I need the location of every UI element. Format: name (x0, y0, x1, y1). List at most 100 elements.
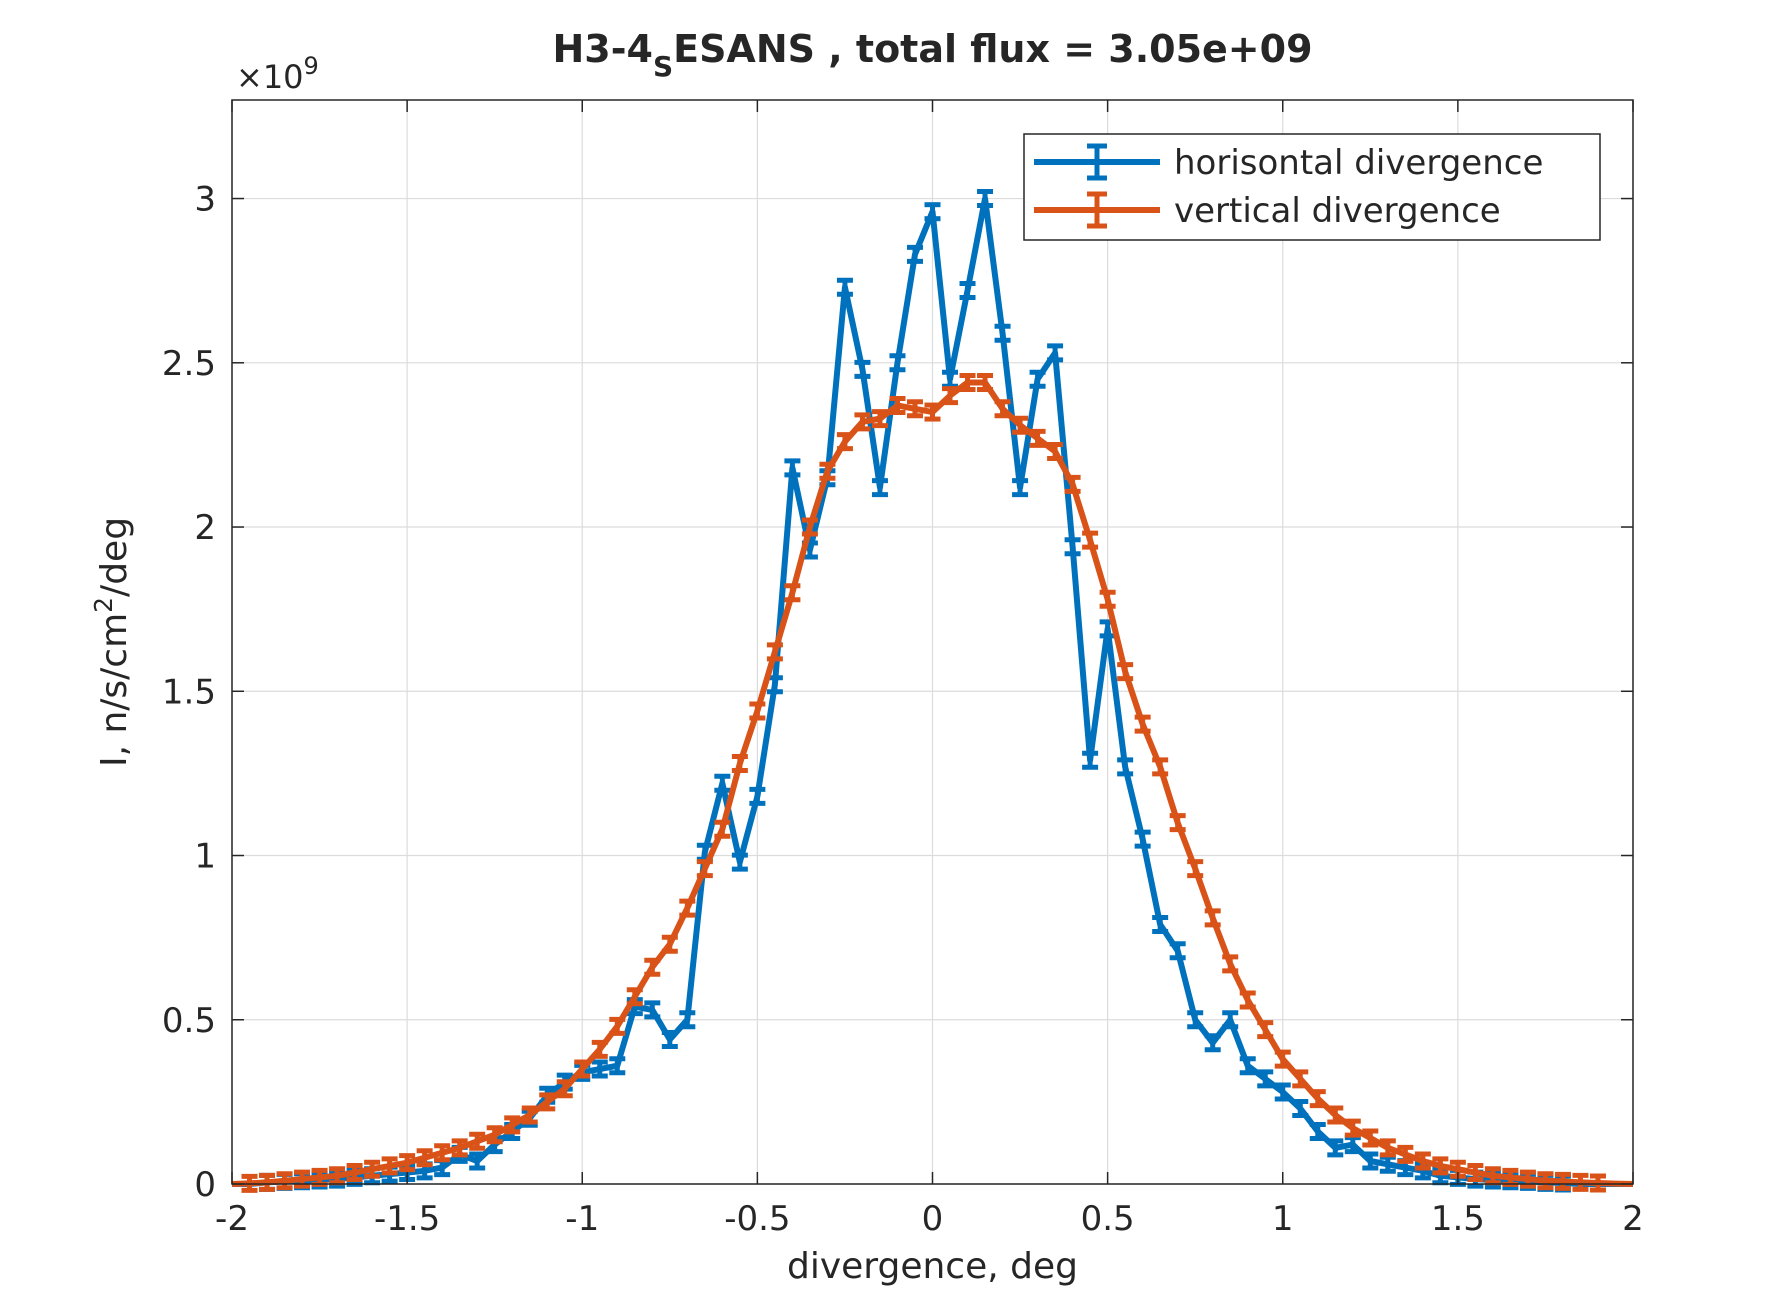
series-layer (231, 189, 1634, 1193)
error-bar (259, 1172, 276, 1192)
error-bar (416, 1148, 433, 1168)
y-tick-label: 0 (194, 1165, 216, 1205)
error-bar (609, 1016, 626, 1036)
error-bar (749, 786, 766, 806)
error-bar (469, 1131, 486, 1151)
error-bar (1099, 589, 1116, 609)
error-bar (1327, 1105, 1344, 1125)
y-tick-label: 2 (194, 508, 216, 548)
error-bar (1047, 441, 1064, 461)
y-axis-multiplier: ×109 (236, 52, 319, 96)
error-bar (977, 372, 994, 392)
error-bar (731, 754, 748, 774)
error-bar (1344, 1118, 1361, 1138)
error-bar (521, 1105, 538, 1125)
error-bar (1082, 530, 1099, 550)
legend-entry-vertical: vertical divergence (1034, 191, 1501, 231)
error-bar (1274, 1049, 1291, 1069)
error-bar (959, 372, 976, 392)
error-bar (714, 819, 731, 839)
error-bar (1379, 1138, 1396, 1158)
error-bar (977, 189, 994, 209)
error-bar (1064, 474, 1081, 494)
error-bar (574, 1059, 591, 1079)
error-bar (871, 409, 888, 429)
error-bar (994, 323, 1011, 343)
x-tick-label: 0.5 (1081, 1199, 1135, 1239)
error-bar (1204, 908, 1221, 928)
y-tick-label: 0.5 (162, 1001, 216, 1041)
multiplier-base: ×10 (236, 58, 304, 96)
error-bar (696, 859, 713, 879)
error-bar (731, 852, 748, 872)
error-bar (1187, 1010, 1204, 1030)
error-bar (1432, 1156, 1449, 1176)
series-vertical (231, 372, 1634, 1193)
error-bar (1169, 941, 1186, 961)
error-bar (854, 412, 871, 432)
error-bar (1554, 1171, 1571, 1191)
error-bar (591, 1039, 608, 1059)
error-bar (626, 987, 643, 1007)
title-rest: ESANS , total flux = 3.05e+09 (673, 27, 1312, 71)
x-tick-label: -0.5 (724, 1199, 790, 1239)
legend-box (1023, 133, 1601, 241)
y-tick-label: 1 (194, 837, 216, 877)
error-bar (591, 1059, 608, 1079)
error-bar (906, 399, 923, 419)
error-bar (276, 1171, 293, 1191)
error-bar (1257, 1020, 1274, 1040)
error-bar (1309, 1121, 1326, 1141)
error-bar (1239, 1056, 1256, 1076)
error-bar (364, 1159, 381, 1179)
error-bar (1274, 1082, 1291, 1102)
error-bar (1152, 914, 1169, 934)
error-bar (679, 1010, 696, 1030)
x-tick-label: 0 (922, 1199, 944, 1239)
error-bar (1117, 662, 1134, 682)
y-tick-label: 1.5 (162, 672, 216, 712)
error-bar (871, 478, 888, 498)
error-bar (644, 957, 661, 977)
error-bar (1239, 990, 1256, 1010)
error-bar (1589, 1173, 1606, 1193)
legend-label-vertical: vertical divergence (1174, 191, 1501, 231)
error-bar (504, 1115, 521, 1135)
axis-ticks: -2 -1.5 -1 -0.5 0 0.5 1 1.5 2 0 0.5 1 1.5 2 2.5 3 (162, 100, 1644, 1239)
error-bar (1257, 1069, 1274, 1089)
error-bar (1064, 537, 1081, 557)
error-bar (924, 202, 941, 222)
error-bar (924, 402, 941, 422)
error-bar (1484, 1166, 1501, 1186)
error-bar (1047, 343, 1064, 363)
x-axis-label: divergence, deg (787, 1246, 1078, 1287)
error-bar (486, 1125, 503, 1145)
error-bar (1222, 954, 1239, 974)
error-bar (1082, 750, 1099, 770)
error-bar (1414, 1151, 1431, 1171)
x-tick-label: 2 (1622, 1199, 1644, 1239)
error-bar (434, 1143, 451, 1163)
x-tick-label: 1 (1272, 1199, 1294, 1239)
error-bar (1572, 1172, 1589, 1192)
error-bar (329, 1166, 346, 1186)
error-bar (381, 1156, 398, 1176)
chart-title: H3-4SESANS , total flux = 3.05e+09 (552, 27, 1312, 83)
error-bar (889, 353, 906, 373)
error-bar (801, 517, 818, 537)
error-bar (1309, 1089, 1326, 1109)
legend-symbol-horisontal (1034, 143, 1160, 181)
ylabel-main: I, n/s/cm (94, 613, 135, 767)
error-bar (959, 281, 976, 301)
y-tick-label: 3 (194, 180, 216, 220)
legend-label-horisontal: horisontal divergence (1174, 143, 1543, 183)
error-bar (1152, 757, 1169, 777)
error-bar (749, 701, 766, 721)
error-bar (836, 277, 853, 297)
error-bar (469, 1151, 486, 1171)
legend-entry-horisontal: horisontal divergence (1034, 143, 1543, 183)
ylabel-rest: /deg (94, 517, 135, 597)
x-tick-label: 1.5 (1431, 1199, 1485, 1239)
error-bar (854, 359, 871, 379)
